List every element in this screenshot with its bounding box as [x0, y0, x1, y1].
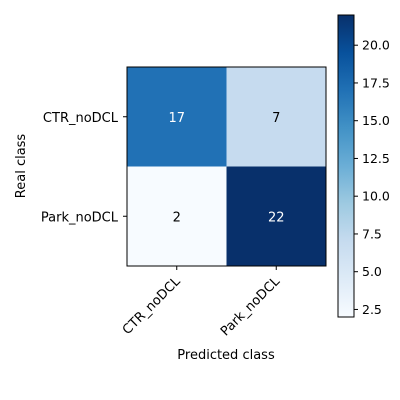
y-tick-label: Park_noDCL — [41, 210, 119, 225]
colorbar-tick-label: 20.0 — [362, 38, 390, 53]
x-axis-label: Predicted class — [177, 348, 275, 363]
colorbar-tick-label: 10.0 — [362, 189, 390, 204]
y-axis-label: Real class — [14, 134, 29, 199]
matrix-cell — [226, 166, 327, 267]
y-axis-ticks: CTR_noDCL Park_noDCL — [41, 111, 127, 225]
cell-value-label: 17 — [168, 111, 185, 126]
matrix-cells — [127, 67, 327, 267]
colorbar-tick-label: 5.0 — [362, 264, 382, 279]
colorbar-tick-label: 12.5 — [362, 151, 390, 166]
colorbar-tick-label: 2.5 — [362, 302, 382, 317]
y-tick-label: CTR_noDCL — [43, 111, 119, 126]
colorbar-tick-label: 17.5 — [362, 75, 390, 90]
matrix-cell — [127, 67, 227, 167]
x-tick-label: CTR_noDCL — [120, 274, 184, 338]
colorbar-ticks: 2.5 5.0 7.5 10.0 12.5 15.0 17.5 20.0 — [354, 38, 390, 317]
colorbar — [337, 14, 355, 318]
colorbar-tick-label: 15.0 — [362, 113, 390, 128]
matrix-cell — [127, 166, 227, 267]
colorbar-tick-label: 7.5 — [362, 226, 382, 241]
cell-value-label: 7 — [272, 111, 280, 126]
matrix-cell — [226, 67, 327, 167]
cell-value-label: 22 — [268, 210, 285, 225]
cell-value-labels: 17 72 22 — [168, 111, 284, 226]
matrix-frame — [126, 66, 327, 267]
x-axis-ticks: CTR_noDCL Park_noDCL — [120, 266, 284, 339]
x-tick-label: Park_noDCL — [218, 274, 284, 340]
cell-value-label: 2 — [173, 210, 181, 225]
